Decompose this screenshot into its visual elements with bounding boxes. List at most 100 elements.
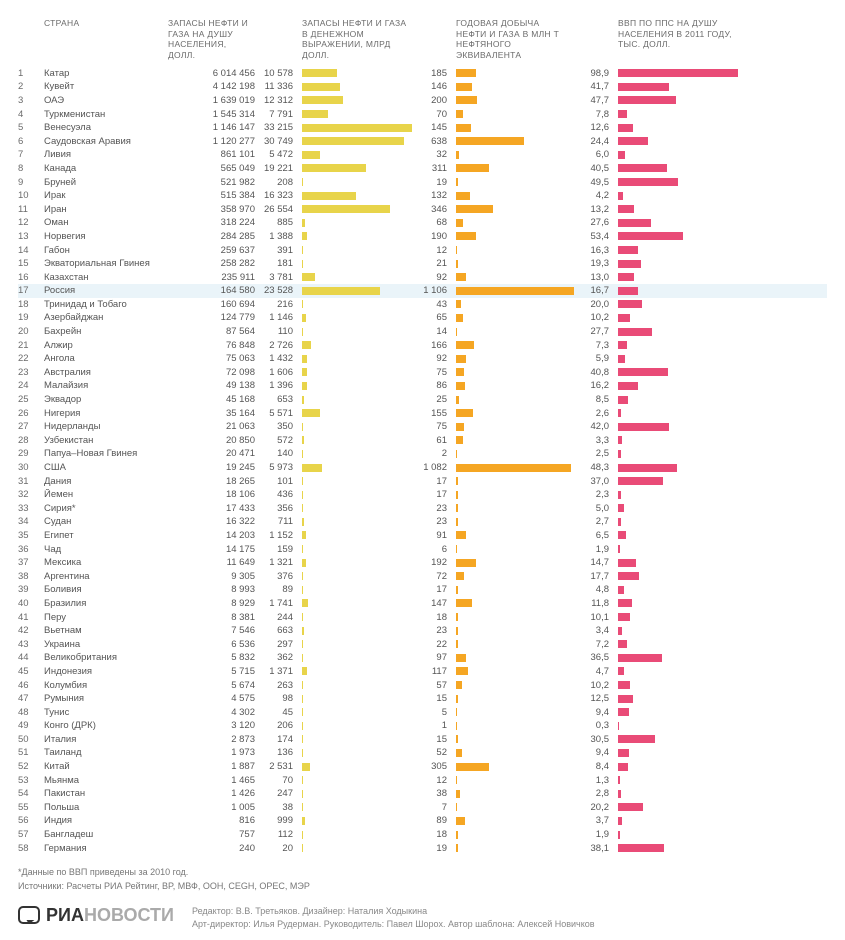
table-row: 28Узбекистан20 850572613,3	[18, 434, 827, 448]
production-bar	[456, 69, 476, 77]
reserves-bar-cell	[302, 272, 412, 282]
production: 155	[418, 408, 450, 419]
reserves-bar-cell	[302, 354, 412, 364]
reserves-bar-cell	[302, 802, 412, 812]
gdp: 7,3	[580, 340, 612, 351]
reserves-money: 112	[264, 829, 296, 840]
gdp-bar-cell	[618, 136, 738, 146]
header-country: СТРАНА	[44, 18, 162, 29]
gdp-bar-cell	[618, 558, 738, 568]
reserves-bar	[302, 96, 343, 104]
production: 638	[418, 136, 450, 147]
gdp-bar	[618, 260, 641, 268]
reserves-bar	[302, 368, 307, 376]
reserves-per-capita: 16 322	[168, 516, 258, 527]
reserves-per-capita: 164 580	[168, 285, 258, 296]
reserves-bar	[302, 695, 303, 703]
gdp-bar	[618, 518, 621, 526]
row-index: 14	[18, 245, 38, 256]
gdp: 8,5	[580, 394, 612, 405]
production: 23	[418, 503, 450, 514]
row-index: 28	[18, 435, 38, 446]
table-row: 17Россия164 58023 5281 10616,7	[18, 284, 827, 298]
gdp: 27,6	[580, 217, 612, 228]
production-bar-cell	[456, 680, 574, 690]
gdp-bar	[618, 817, 622, 825]
gdp-bar-cell	[618, 150, 738, 160]
gdp: 7,2	[580, 639, 612, 650]
production-bar-cell	[456, 367, 574, 377]
row-index: 2	[18, 81, 38, 92]
production-bar	[456, 803, 457, 811]
production: 32	[418, 149, 450, 160]
gdp-bar	[618, 341, 627, 349]
gdp: 36,5	[580, 652, 612, 663]
production-bar	[456, 504, 458, 512]
gdp-bar-cell	[618, 395, 738, 405]
row-index: 38	[18, 571, 38, 582]
table-row: 29Папуа–Новая Гвинея20 47114022,5	[18, 447, 827, 461]
gdp-bar	[618, 83, 669, 91]
production-bar	[456, 164, 489, 172]
production: 38	[418, 788, 450, 799]
reserves-money: 23 528	[264, 285, 296, 296]
gdp-bar	[618, 708, 629, 716]
reserves-per-capita: 9 305	[168, 571, 258, 582]
gdp: 5,9	[580, 353, 612, 364]
gdp-bar-cell	[618, 177, 738, 187]
reserves-per-capita: 7 546	[168, 625, 258, 636]
column-headers: СТРАНА ЗАПАСЫ НЕФТИ И ГАЗА НА ДУШУ НАСЕЛ…	[18, 18, 827, 61]
reserves-per-capita: 1 005	[168, 802, 258, 813]
production-bar-cell	[456, 694, 574, 704]
gdp-bar-cell	[618, 734, 738, 744]
gdp-bar	[618, 328, 652, 336]
reserves-money: 20	[264, 843, 296, 854]
production-bar	[456, 817, 465, 825]
reserves-bar	[302, 341, 311, 349]
reserves-bar	[302, 436, 304, 444]
production-bar-cell	[456, 449, 574, 459]
gdp: 49,5	[580, 177, 612, 188]
production: 43	[418, 299, 450, 310]
reserves-money: 885	[264, 217, 296, 228]
gdp-bar-cell	[618, 680, 738, 690]
production-bar	[456, 749, 462, 757]
reserves-money: 12 312	[264, 95, 296, 106]
production-bar	[456, 613, 458, 621]
country-name: Италия	[44, 734, 162, 745]
table-row: 5Венесуэла1 146 14733 21514512,6	[18, 121, 827, 135]
country-name: Узбекистан	[44, 435, 162, 446]
production: 15	[418, 734, 450, 745]
country-name: Бахрейн	[44, 326, 162, 337]
reserves-per-capita: 358 970	[168, 204, 258, 215]
reserves-bar	[302, 219, 305, 227]
reserves-bar	[302, 423, 303, 431]
gdp: 4,2	[580, 190, 612, 201]
production-bar	[456, 640, 458, 648]
gdp-bar	[618, 504, 624, 512]
production-bar-cell	[456, 231, 574, 241]
row-index: 5	[18, 122, 38, 133]
gdp: 40,8	[580, 367, 612, 378]
table-row: 23Австралия72 0981 6067540,8	[18, 366, 827, 380]
sources: Источники: Расчеты РИА Рейтинг, BP, МВФ,…	[18, 881, 827, 891]
reserves-money: 206	[264, 720, 296, 731]
reserves-bar-cell	[302, 422, 412, 432]
gdp: 8,4	[580, 761, 612, 772]
production: 17	[418, 476, 450, 487]
reserves-bar-cell	[302, 109, 412, 119]
row-index: 47	[18, 693, 38, 704]
gdp-bar-cell	[618, 82, 738, 92]
reserves-bar	[302, 328, 303, 336]
production-bar-cell	[456, 354, 574, 364]
production-bar-cell	[456, 612, 574, 622]
table-row: 39Боливия8 99389174,8	[18, 583, 827, 597]
row-index: 41	[18, 612, 38, 623]
production-bar	[456, 355, 466, 363]
gdp: 37,0	[580, 476, 612, 487]
gdp-bar-cell	[618, 490, 738, 500]
reserves-money: 1 396	[264, 380, 296, 391]
production: 132	[418, 190, 450, 201]
gdp-bar-cell	[618, 367, 738, 377]
production-bar	[456, 844, 458, 852]
